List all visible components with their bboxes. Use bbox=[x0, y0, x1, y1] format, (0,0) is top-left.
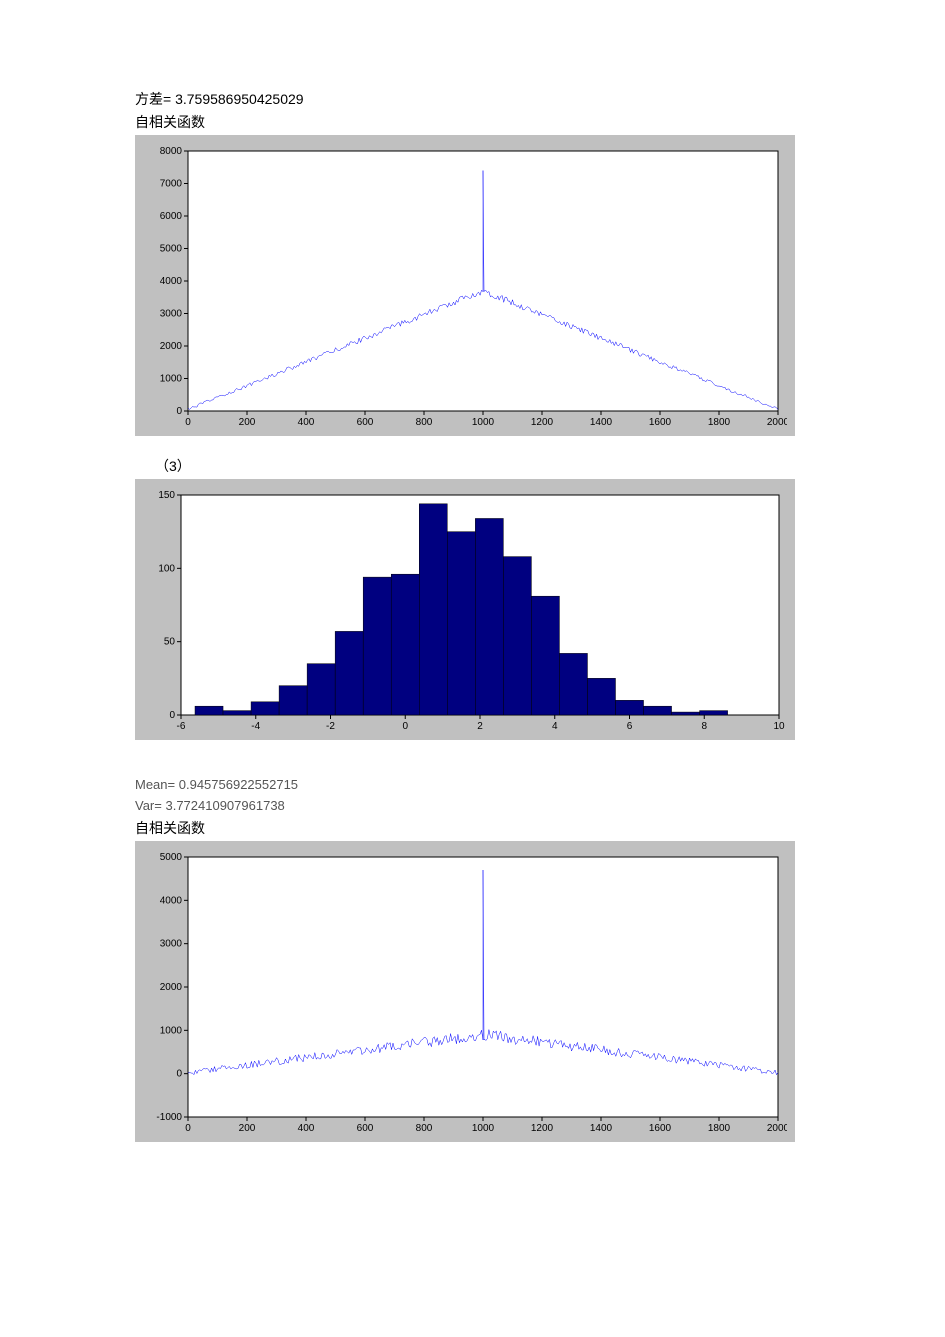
svg-text:1600: 1600 bbox=[649, 1123, 672, 1134]
svg-text:600: 600 bbox=[357, 1123, 374, 1134]
svg-text:400: 400 bbox=[298, 1123, 315, 1134]
svg-text:8000: 8000 bbox=[160, 146, 183, 157]
svg-text:7000: 7000 bbox=[160, 179, 183, 190]
svg-text:50: 50 bbox=[164, 637, 176, 648]
svg-text:6000: 6000 bbox=[160, 211, 183, 222]
svg-text:200: 200 bbox=[239, 417, 256, 428]
variance-label: 方差= bbox=[135, 91, 171, 107]
svg-text:800: 800 bbox=[416, 417, 433, 428]
svg-text:0: 0 bbox=[176, 406, 182, 417]
svg-text:1800: 1800 bbox=[708, 1123, 731, 1134]
svg-text:0: 0 bbox=[185, 1123, 191, 1134]
mean-value: 0.945756922552715 bbox=[179, 777, 298, 792]
svg-text:1400: 1400 bbox=[590, 1123, 613, 1134]
svg-text:1600: 1600 bbox=[649, 417, 672, 428]
svg-text:100: 100 bbox=[158, 564, 175, 575]
variance-line: 方差= 3.759586950425029 bbox=[135, 90, 810, 110]
chart2-svg: -6-4-20246810050100150 bbox=[143, 487, 787, 732]
svg-text:4000: 4000 bbox=[160, 276, 183, 287]
svg-text:3000: 3000 bbox=[160, 939, 183, 950]
svg-text:2000: 2000 bbox=[160, 341, 183, 352]
var-value: 3.772410907961738 bbox=[165, 798, 284, 813]
svg-text:400: 400 bbox=[298, 417, 315, 428]
var-label: Var= bbox=[135, 798, 162, 813]
svg-text:0: 0 bbox=[169, 710, 175, 721]
autocorr-label-2: 自相关函数 bbox=[135, 819, 810, 839]
autocorr-chart-1: 0 200 400 600 800 1000 1200 1400 1600 1800 2000 0 10… bbox=[135, 135, 795, 436]
section-3-label: （3） bbox=[155, 456, 810, 476]
svg-text:8: 8 bbox=[701, 721, 707, 732]
svg-text:1200: 1200 bbox=[531, 417, 554, 428]
variance-value: 3.759586950425029 bbox=[175, 91, 303, 107]
svg-text:200: 200 bbox=[239, 1123, 256, 1134]
svg-text:-6: -6 bbox=[177, 721, 186, 732]
mean-line: Mean= 0.945756922552715 bbox=[135, 776, 810, 794]
svg-text:1000: 1000 bbox=[160, 374, 183, 385]
svg-text:2000: 2000 bbox=[767, 1123, 787, 1134]
svg-text:5000: 5000 bbox=[160, 244, 183, 255]
svg-text:4: 4 bbox=[552, 721, 558, 732]
var-line: Var= 3.772410907961738 bbox=[135, 797, 810, 815]
svg-text:-2: -2 bbox=[326, 721, 335, 732]
svg-text:1400: 1400 bbox=[590, 417, 613, 428]
svg-text:800: 800 bbox=[416, 1123, 433, 1134]
histogram-chart: -6-4-20246810050100150 bbox=[135, 479, 795, 740]
svg-text:4000: 4000 bbox=[160, 895, 183, 906]
svg-text:1000: 1000 bbox=[472, 417, 495, 428]
svg-text:10: 10 bbox=[773, 721, 785, 732]
chart3-svg: 0 200 400 600 800 1000 1200 1400 1600 1800 2000 -10… bbox=[143, 849, 787, 1134]
svg-text:150: 150 bbox=[158, 490, 175, 501]
svg-text:3000: 3000 bbox=[160, 309, 183, 320]
svg-text:2: 2 bbox=[477, 721, 483, 732]
svg-text:-1000: -1000 bbox=[156, 1112, 182, 1123]
svg-text:1000: 1000 bbox=[160, 1025, 183, 1036]
autocorr-chart-2: 0 200 400 600 800 1000 1200 1400 1600 1800 2000 -10… bbox=[135, 841, 795, 1142]
svg-text:1000: 1000 bbox=[472, 1123, 495, 1134]
svg-text:5000: 5000 bbox=[160, 852, 183, 863]
svg-text:2000: 2000 bbox=[767, 417, 787, 428]
svg-text:-4: -4 bbox=[251, 721, 260, 732]
svg-text:2000: 2000 bbox=[160, 982, 183, 993]
svg-text:1800: 1800 bbox=[708, 417, 731, 428]
svg-text:600: 600 bbox=[357, 417, 374, 428]
svg-text:1200: 1200 bbox=[531, 1123, 554, 1134]
svg-text:0: 0 bbox=[176, 1069, 182, 1080]
svg-text:0: 0 bbox=[402, 721, 408, 732]
svg-text:0: 0 bbox=[185, 417, 191, 428]
mean-label: Mean= bbox=[135, 777, 175, 792]
svg-text:6: 6 bbox=[627, 721, 633, 732]
chart1-svg: 0 200 400 600 800 1000 1200 1400 1600 1800 2000 0 10… bbox=[143, 143, 787, 428]
autocorr-label-1: 自相关函数 bbox=[135, 113, 810, 133]
